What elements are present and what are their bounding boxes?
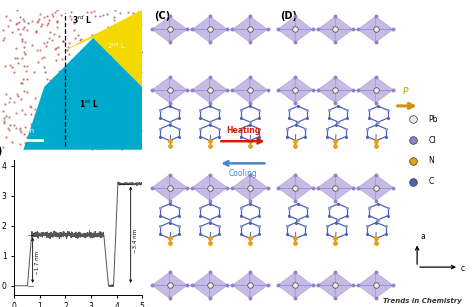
Polygon shape [232,272,250,298]
Text: (C): (C) [155,11,171,21]
Polygon shape [335,16,353,42]
Polygon shape [278,272,295,298]
Text: 3$^{rd}$ L: 3$^{rd}$ L [72,14,93,26]
Polygon shape [278,16,295,42]
Text: 1 µm: 1 µm [16,128,34,134]
Text: (B): (B) [0,146,2,156]
Polygon shape [210,16,228,42]
Polygon shape [210,272,228,298]
Text: Heating: Heating [226,126,260,135]
Text: ~1.7 nm: ~1.7 nm [35,251,40,275]
Polygon shape [318,272,335,298]
Polygon shape [295,16,313,42]
Polygon shape [232,16,250,42]
Polygon shape [152,16,170,42]
Polygon shape [250,77,267,103]
Polygon shape [192,175,210,201]
Text: C: C [428,177,434,186]
Polygon shape [192,77,210,103]
Text: 2$^{nd}$ L: 2$^{nd}$ L [107,40,126,52]
Polygon shape [358,175,375,201]
Polygon shape [210,77,228,103]
Polygon shape [358,77,375,103]
Polygon shape [295,175,313,201]
Polygon shape [295,272,313,298]
Polygon shape [250,175,267,201]
Polygon shape [318,175,335,201]
Polygon shape [278,175,295,201]
Polygon shape [192,272,210,298]
Polygon shape [278,77,295,103]
Polygon shape [192,16,210,42]
Polygon shape [375,175,393,201]
Text: N: N [428,157,434,165]
Text: Cl: Cl [428,136,436,145]
Text: Cooling: Cooling [228,169,257,178]
Text: Pb: Pb [428,115,438,124]
Text: P: P [402,87,408,96]
Polygon shape [232,77,250,103]
Polygon shape [250,272,267,298]
Polygon shape [61,10,142,87]
Polygon shape [335,175,353,201]
Polygon shape [170,77,187,103]
Text: c: c [460,264,465,273]
Text: (D): (D) [280,11,297,21]
Polygon shape [170,272,187,298]
Polygon shape [318,16,335,42]
Polygon shape [250,16,267,42]
Polygon shape [152,77,170,103]
Polygon shape [335,77,353,103]
Polygon shape [170,175,187,201]
Polygon shape [358,16,375,42]
Text: a: a [420,232,425,241]
Text: 1$^{st}$ L: 1$^{st}$ L [79,97,99,110]
Polygon shape [210,175,228,201]
Polygon shape [375,272,393,298]
Polygon shape [335,272,353,298]
Polygon shape [170,16,187,42]
Polygon shape [232,175,250,201]
Polygon shape [152,272,170,298]
Polygon shape [318,77,335,103]
Text: ~3.4 nm: ~3.4 nm [133,229,138,253]
Polygon shape [375,16,393,42]
Polygon shape [152,175,170,201]
Text: Trends in Chemistry: Trends in Chemistry [383,298,462,304]
Polygon shape [358,272,375,298]
Polygon shape [23,38,142,150]
Polygon shape [375,77,393,103]
Polygon shape [295,77,313,103]
